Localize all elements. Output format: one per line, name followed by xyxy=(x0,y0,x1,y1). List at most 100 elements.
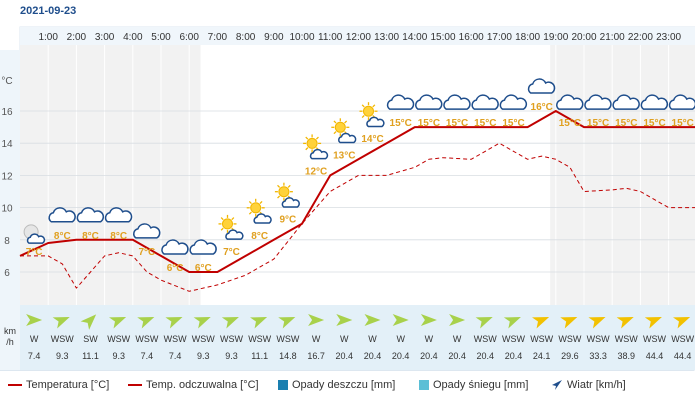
sun-ray xyxy=(231,217,235,221)
wind-arrow-icon xyxy=(250,317,268,329)
wind-speed: 29.6 xyxy=(561,351,579,361)
wind-direction: WSW xyxy=(530,334,553,344)
legend-frame xyxy=(0,370,694,401)
sun-disc xyxy=(334,121,346,133)
cloud-shape xyxy=(161,239,189,255)
legend-feels-label: Temp. odczuwalna [°C] xyxy=(146,379,259,391)
cloud-shape xyxy=(76,207,105,223)
hour-label: 10:00 xyxy=(289,32,314,43)
wind-direction: WSW xyxy=(276,334,299,344)
y-tick-label: 10 xyxy=(1,204,13,215)
sun-cloud-icon xyxy=(218,214,244,240)
sun-ray xyxy=(259,200,263,205)
temperature-label: 12°C xyxy=(305,166,327,177)
y-axis-bg xyxy=(0,50,20,370)
hour-label: 16:00 xyxy=(459,32,484,43)
cloud-icon xyxy=(189,239,217,255)
wind-band-bg xyxy=(20,305,695,370)
wind-speed: 33.3 xyxy=(589,351,607,361)
wind-direction: WSW xyxy=(248,334,271,344)
wind-arrow-icon xyxy=(221,317,239,329)
wind-arrow-icon xyxy=(475,317,493,329)
legend-temp-swatch xyxy=(8,384,22,387)
hour-label: 14:00 xyxy=(402,32,427,43)
hour-label: 21:00 xyxy=(600,32,625,43)
wind-speed: 7.4 xyxy=(169,351,182,361)
wind-arrow-shape xyxy=(560,317,578,329)
wind-speed: 14.8 xyxy=(279,351,297,361)
hour-label: 12:00 xyxy=(346,32,371,43)
hour-label: 8:00 xyxy=(236,32,256,43)
temperature-label: 15°C xyxy=(643,118,665,129)
cloud-shape xyxy=(48,207,76,223)
hour-label: 11:00 xyxy=(318,32,343,43)
cloud-shape xyxy=(26,233,46,244)
cloud-icon xyxy=(48,207,76,223)
wind-arrow-icon xyxy=(26,314,43,326)
wind-speed: 44.4 xyxy=(646,351,664,361)
wind-speed: 16.7 xyxy=(307,351,325,361)
cloud-shape xyxy=(640,94,669,110)
wind-arrow-icon xyxy=(137,317,155,329)
moon-cloud-icon xyxy=(23,224,46,244)
wind-speed: 7.4 xyxy=(141,351,154,361)
temperature-label: 15°C xyxy=(502,118,524,129)
hour-label: 7:00 xyxy=(208,32,228,43)
hour-label: 23:00 xyxy=(656,32,681,43)
wind-arrow-shape xyxy=(532,317,550,329)
cloud-shape xyxy=(133,223,161,239)
wind-speed: 9.3 xyxy=(197,351,210,361)
legend-snow-swatch xyxy=(419,380,429,391)
y-tick-label: 6 xyxy=(4,268,10,279)
wind-arrow-icon xyxy=(560,317,578,329)
temperature-label: 13°C xyxy=(333,150,355,161)
y-unit-label: °C xyxy=(1,76,12,87)
legend: Temperatura [°C] Temp. odczuwalna [°C] O… xyxy=(0,377,695,393)
wind-arrow-icon xyxy=(336,314,353,326)
wind-arrow-shape xyxy=(250,317,268,329)
cloud-shape xyxy=(253,213,272,224)
wind-arrow-icon xyxy=(588,317,606,329)
wind-speed: 20.4 xyxy=(477,351,495,361)
wind-arrow-icon xyxy=(308,314,325,326)
wind-arrow-shape xyxy=(278,317,296,329)
wind-direction: W xyxy=(453,334,462,344)
hour-label: 6:00 xyxy=(179,32,199,43)
wind-direction: SW xyxy=(83,334,98,344)
hour-label: 3:00 xyxy=(95,32,115,43)
legend-rain: Opady deszczu [mm] xyxy=(278,377,395,393)
sun-cloud-icon xyxy=(359,102,385,128)
sun-ray xyxy=(305,136,309,140)
cloud-icon xyxy=(161,239,189,255)
wind-arrow-shape xyxy=(616,317,634,329)
cloud-shape xyxy=(366,116,385,128)
wind-direction: WSW xyxy=(615,334,638,344)
cloud-icon xyxy=(527,78,556,94)
cloud-shape xyxy=(556,94,584,110)
legend-temp-label: Temperatura [°C] xyxy=(26,379,110,391)
wind-arrow-icon xyxy=(420,314,437,326)
sun-ray xyxy=(248,211,252,215)
temperature-label: 15°C xyxy=(390,118,412,129)
cloud-shape xyxy=(281,197,300,208)
wind-arrow-shape xyxy=(449,314,466,326)
wind-arrow-shape xyxy=(80,314,97,330)
wind-direction: W xyxy=(368,334,377,344)
wind-direction: WSW xyxy=(502,334,525,344)
legend-temp: Temperatura [°C] xyxy=(8,377,109,393)
temperature-label: 15°C xyxy=(418,118,440,129)
temperature-label: 7°C xyxy=(26,247,43,258)
wind-direction: WSW xyxy=(671,334,694,344)
cloud-icon xyxy=(133,223,161,239)
cloud-shape xyxy=(338,132,357,144)
temperature-label: 15°C xyxy=(559,118,581,129)
cloud-icon xyxy=(584,94,612,110)
wind-arrow-shape xyxy=(364,314,381,326)
temperature-label: 15°C xyxy=(587,118,609,129)
legend-rain-label: Opady deszczu [mm] xyxy=(292,379,396,391)
wind-arrow-shape xyxy=(475,317,493,329)
wind-direction: WSW xyxy=(643,334,666,344)
wind-arrow-shape xyxy=(26,314,43,326)
date-label: 2021-09-23 xyxy=(20,5,77,17)
